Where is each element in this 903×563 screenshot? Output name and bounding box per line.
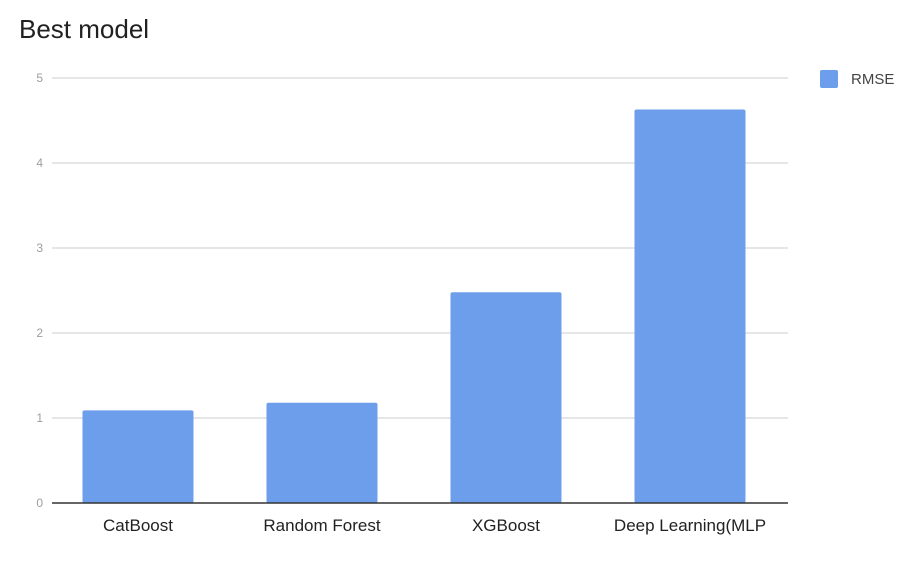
bars (82, 109, 746, 503)
y-tick-label: 5 (36, 71, 43, 85)
y-tick-label: 1 (36, 411, 43, 425)
legend-swatch (820, 70, 838, 88)
bar-xgboost[interactable] (450, 292, 562, 503)
bar-deep-learning-mlp[interactable] (634, 109, 746, 503)
y-tick-label: 0 (36, 496, 43, 510)
chart-title: Best model (19, 14, 150, 44)
legend-label: RMSE (851, 70, 895, 88)
x-axis-labels: CatBoost Random Forest XGBoost Deep Learnin… (103, 516, 766, 535)
y-axis-ticks: 0 1 2 3 4 5 (36, 71, 43, 510)
x-category-label: CatBoost (103, 516, 173, 535)
y-tick-label: 4 (36, 156, 43, 170)
x-category-label: Random Forest (263, 516, 380, 535)
legend[interactable]: RMSE (820, 70, 894, 88)
bar-random-forest[interactable] (266, 402, 378, 503)
x-category-label: Deep Learning(MLP (614, 516, 766, 535)
bar-catboost[interactable] (82, 410, 194, 503)
x-category-label: XGBoost (472, 516, 540, 535)
y-tick-label: 3 (36, 241, 43, 255)
y-tick-label: 2 (36, 326, 43, 340)
